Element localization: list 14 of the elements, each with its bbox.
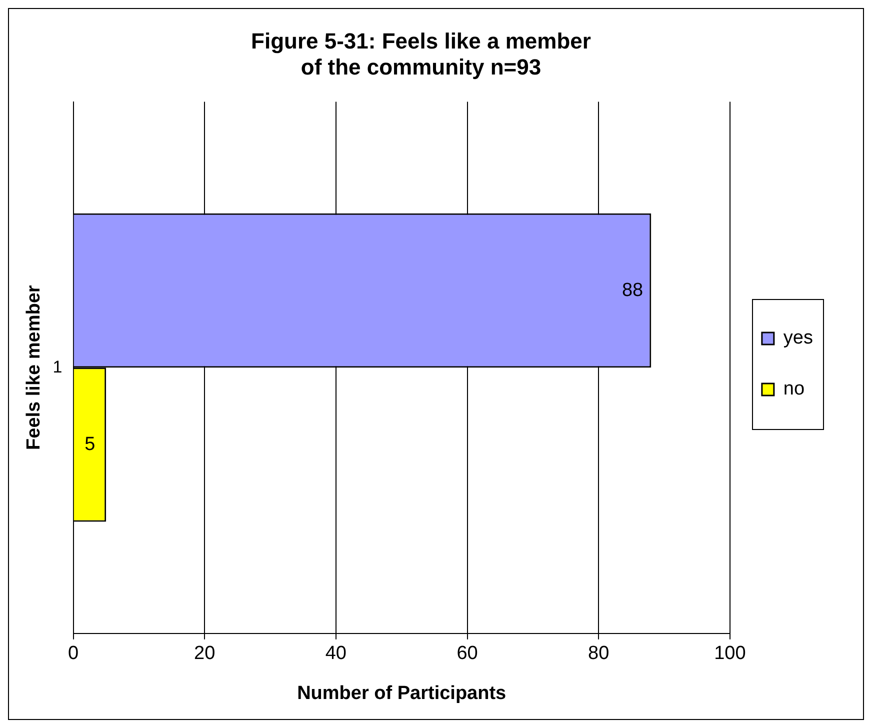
x-tick-label: 40 xyxy=(325,643,346,664)
data-label: 5 xyxy=(84,434,96,455)
x-axis-title: Number of Participants xyxy=(297,682,506,704)
x-tick-label: 60 xyxy=(456,643,478,664)
y-axis-title: Feels like member xyxy=(24,284,45,450)
data-label: 88 xyxy=(622,280,644,301)
legend-label: yes xyxy=(783,328,814,349)
x-tick-label: 20 xyxy=(194,643,216,664)
x-tick-label: 0 xyxy=(68,643,79,664)
x-tick-label: 80 xyxy=(588,643,610,664)
y-tick-label: 1 xyxy=(52,357,62,376)
chart-title: Figure 5-31: Feels like a member of the community n=93 xyxy=(251,28,592,80)
legend-label: no xyxy=(783,378,805,400)
x-tick-label: 100 xyxy=(714,643,746,664)
